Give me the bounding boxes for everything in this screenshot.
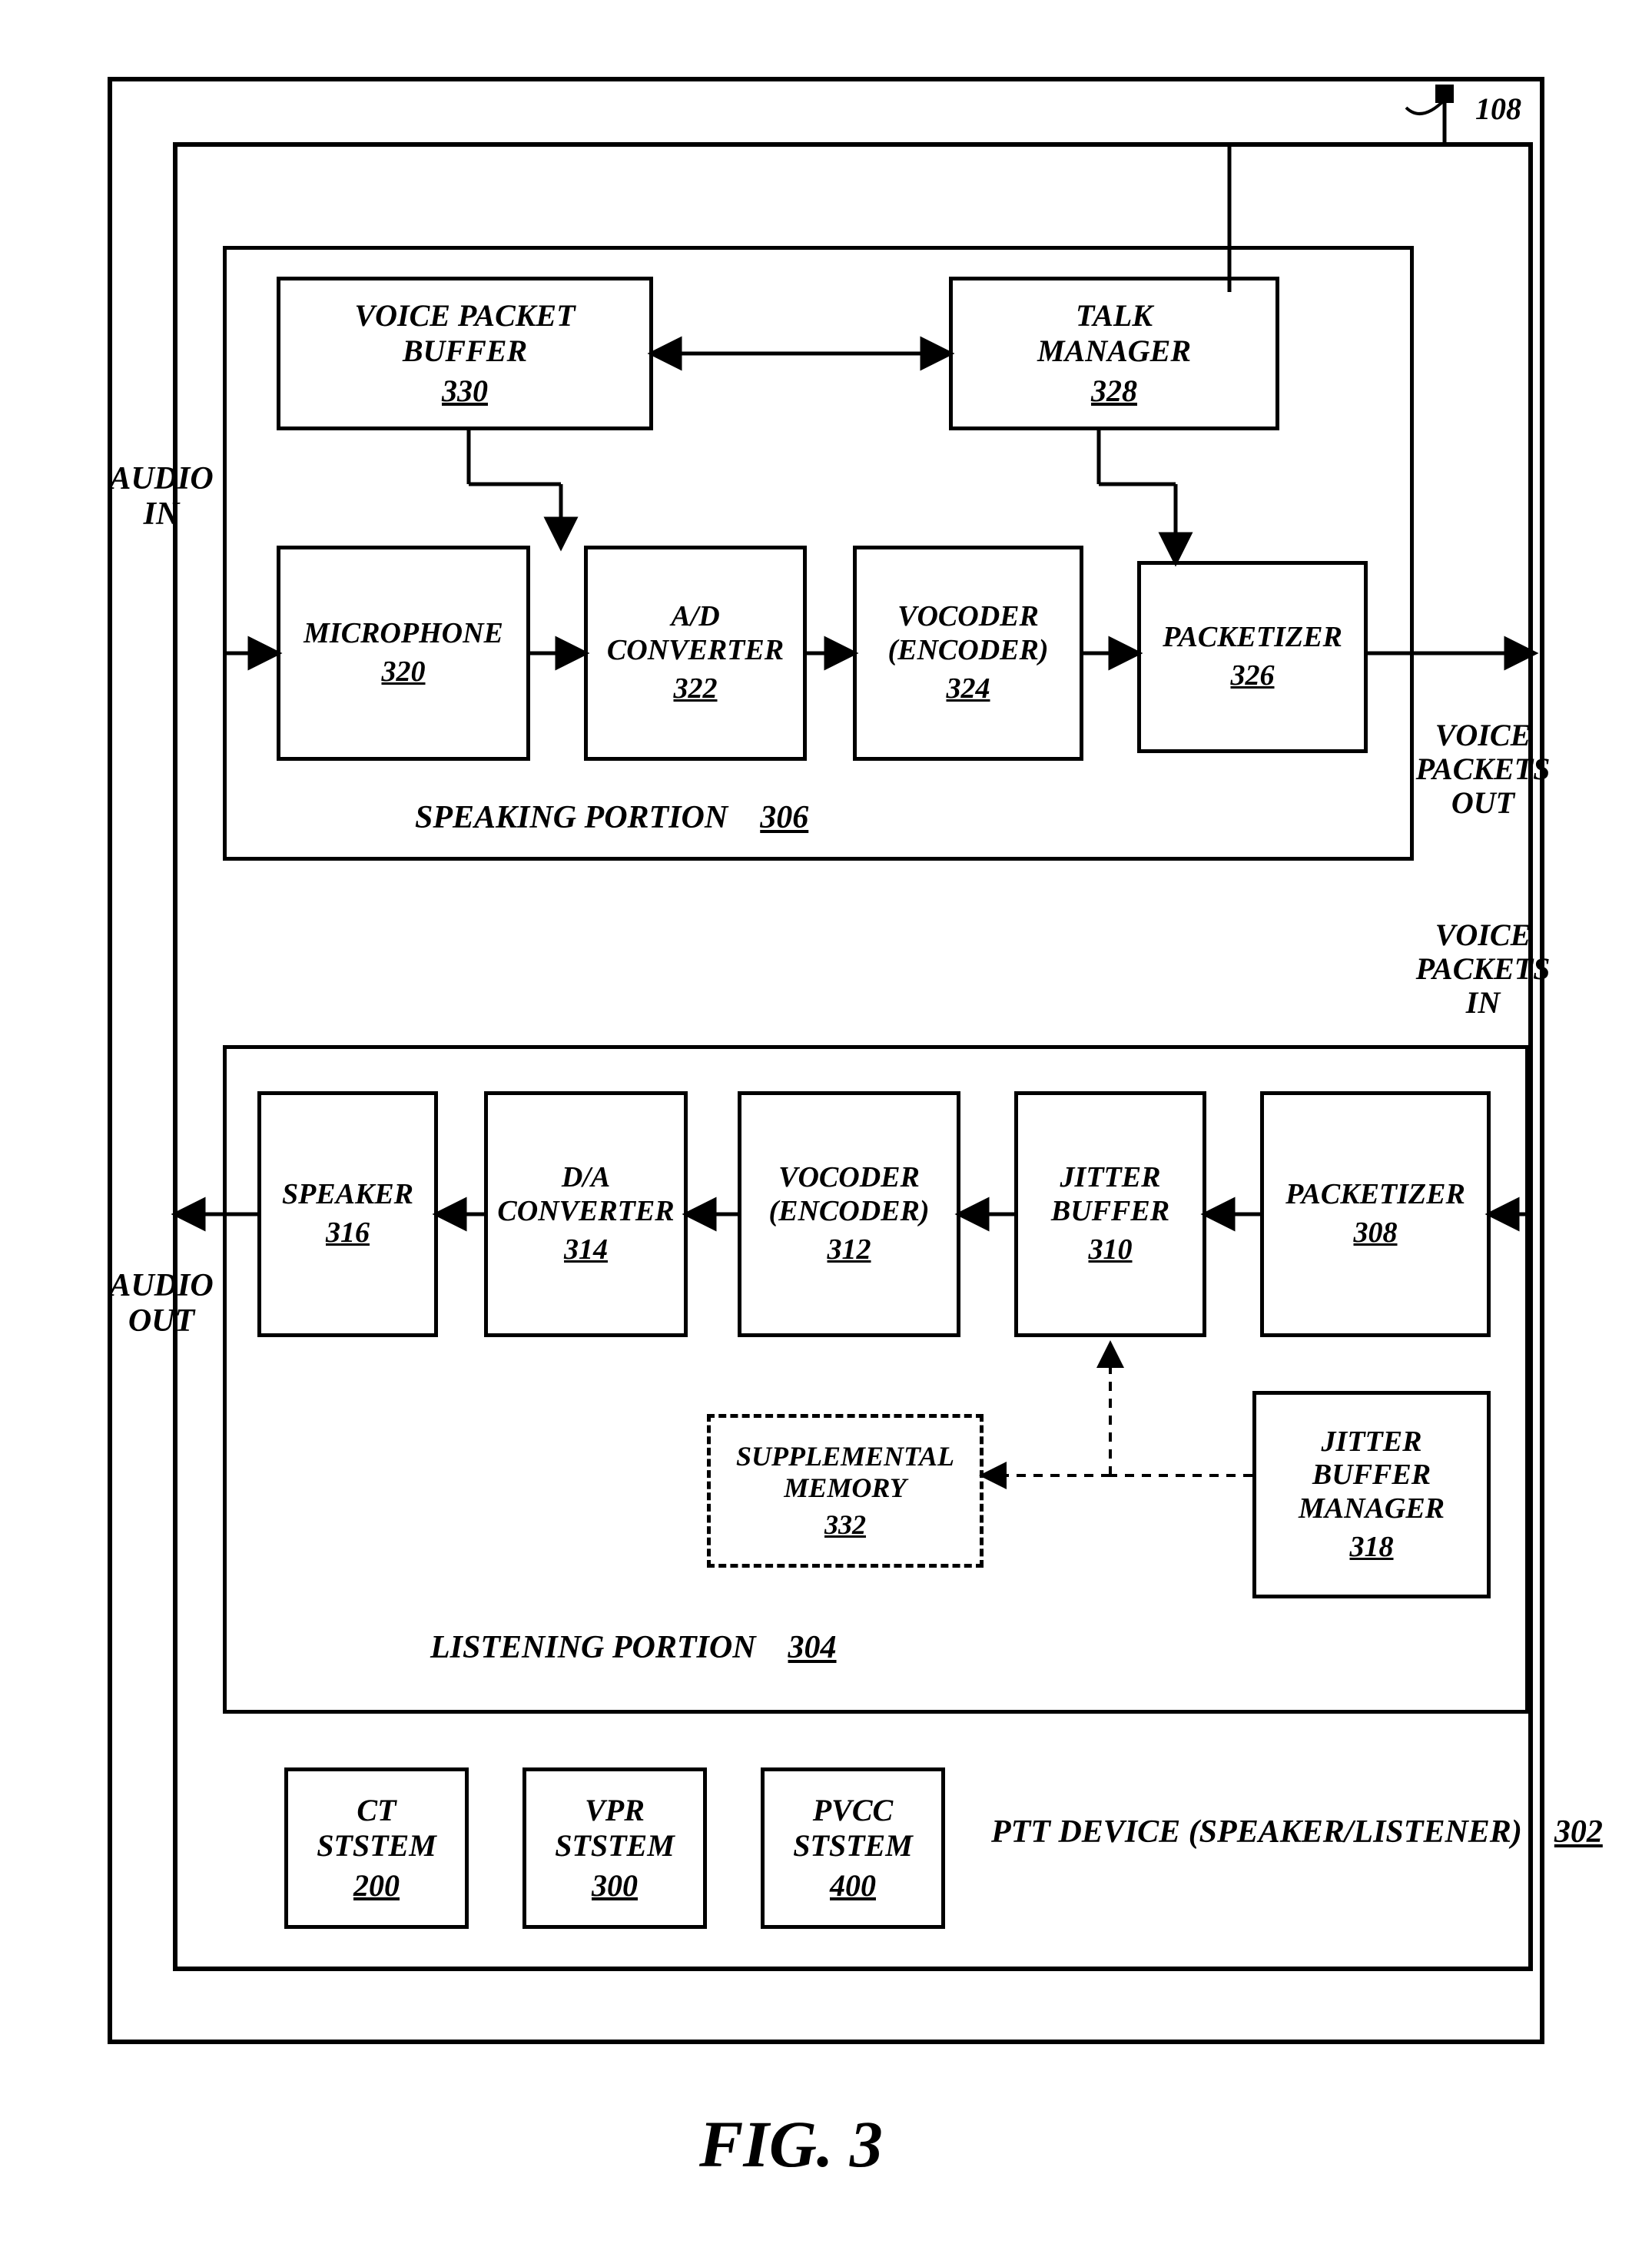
vocoder-encoder-block: VOCODER(ENCODER) 324 [853, 546, 1083, 761]
ct-system-block: CTSTSTEM 200 [284, 1767, 469, 1929]
voice-packet-buffer-title: VOICE PACKETBUFFER [354, 298, 575, 369]
packetizer-tx-block: PACKETIZER 326 [1137, 561, 1368, 753]
ad-converter-title: A/DCONVERTER [607, 600, 784, 667]
voice-packet-buffer-ref: 330 [442, 373, 488, 409]
microphone-ref: 320 [382, 656, 426, 689]
microphone-title: MICROPHONE [304, 617, 503, 651]
voice-packets-out-label: VOICE PACKETS OUT [1406, 719, 1560, 820]
jitter-buffer-manager-ref: 318 [1350, 1531, 1394, 1565]
talk-manager-title: TALKMANAGER [1037, 298, 1191, 369]
vpr-system-title: VPRSTSTEM [555, 1793, 675, 1864]
device-title: PTT DEVICE (SPEAKER/LISTENER) 302 [991, 1814, 1603, 1850]
supplemental-memory-title: SUPPLEMENTALMEMORY [736, 1441, 954, 1505]
talk-manager-ref: 328 [1091, 373, 1137, 409]
jitter-buffer-title: JITTERBUFFER [1051, 1161, 1169, 1228]
jitter-buffer-manager-block: JITTERBUFFERMANAGER 318 [1252, 1391, 1491, 1598]
jitter-buffer-manager-title: JITTERBUFFERMANAGER [1299, 1426, 1445, 1526]
vocoder-encoder-ref: 324 [947, 672, 990, 706]
vocoder-decoder-ref: 312 [828, 1233, 871, 1267]
speaker-title: SPEAKER [282, 1178, 413, 1212]
packetizer-rx-title: PACKETIZER [1285, 1178, 1465, 1212]
antenna-ref-label: 108 [1475, 92, 1521, 126]
packetizer-rx-block: PACKETIZER 308 [1260, 1091, 1491, 1337]
jitter-buffer-block: JITTERBUFFER 310 [1014, 1091, 1206, 1337]
supplemental-memory-block: SUPPLEMENTALMEMORY 332 [707, 1414, 984, 1568]
jitter-buffer-ref: 310 [1089, 1233, 1133, 1267]
ad-converter-block: A/DCONVERTER 322 [584, 546, 807, 761]
voice-packets-in-label: VOICE PACKETS IN [1406, 918, 1560, 1020]
pvcc-system-block: PVCCSTSTEM 400 [761, 1767, 945, 1929]
audio-in-label: AUDIO IN [108, 461, 215, 532]
microphone-block: MICROPHONE 320 [277, 546, 530, 761]
speaker-block: SPEAKER 316 [257, 1091, 438, 1337]
da-converter-block: D/ACONVERTER 314 [484, 1091, 688, 1337]
ad-converter-ref: 322 [674, 672, 718, 706]
supplemental-memory-ref: 332 [824, 1509, 866, 1541]
vocoder-decoder-title: VOCODER(ENCODER) [768, 1161, 929, 1228]
vpr-system-block: VPRSTSTEM 300 [522, 1767, 707, 1929]
pvcc-system-ref: 400 [830, 1868, 876, 1904]
ct-system-ref: 200 [353, 1868, 400, 1904]
packetizer-tx-title: PACKETIZER [1163, 621, 1342, 655]
ct-system-title: CTSTSTEM [317, 1793, 436, 1864]
packetizer-tx-ref: 326 [1231, 659, 1275, 693]
speaker-ref: 316 [326, 1216, 370, 1250]
speaking-portion-label: SPEAKING PORTION 306 [415, 799, 808, 836]
da-converter-title: D/ACONVERTER [497, 1161, 674, 1228]
voice-packet-buffer-block: VOICE PACKETBUFFER 330 [277, 277, 653, 430]
vocoder-encoder-title: VOCODER(ENCODER) [887, 600, 1048, 667]
listening-portion-label: LISTENING PORTION 304 [430, 1629, 837, 1666]
packetizer-rx-ref: 308 [1354, 1216, 1398, 1250]
vocoder-decoder-block: VOCODER(ENCODER) 312 [738, 1091, 960, 1337]
vpr-system-ref: 300 [592, 1868, 638, 1904]
talk-manager-block: TALKMANAGER 328 [949, 277, 1279, 430]
audio-out-label: AUDIO OUT [108, 1268, 215, 1339]
figure-caption: FIG. 3 [699, 2106, 883, 2182]
pvcc-system-title: PVCCSTSTEM [793, 1793, 913, 1864]
da-converter-ref: 314 [564, 1233, 608, 1267]
